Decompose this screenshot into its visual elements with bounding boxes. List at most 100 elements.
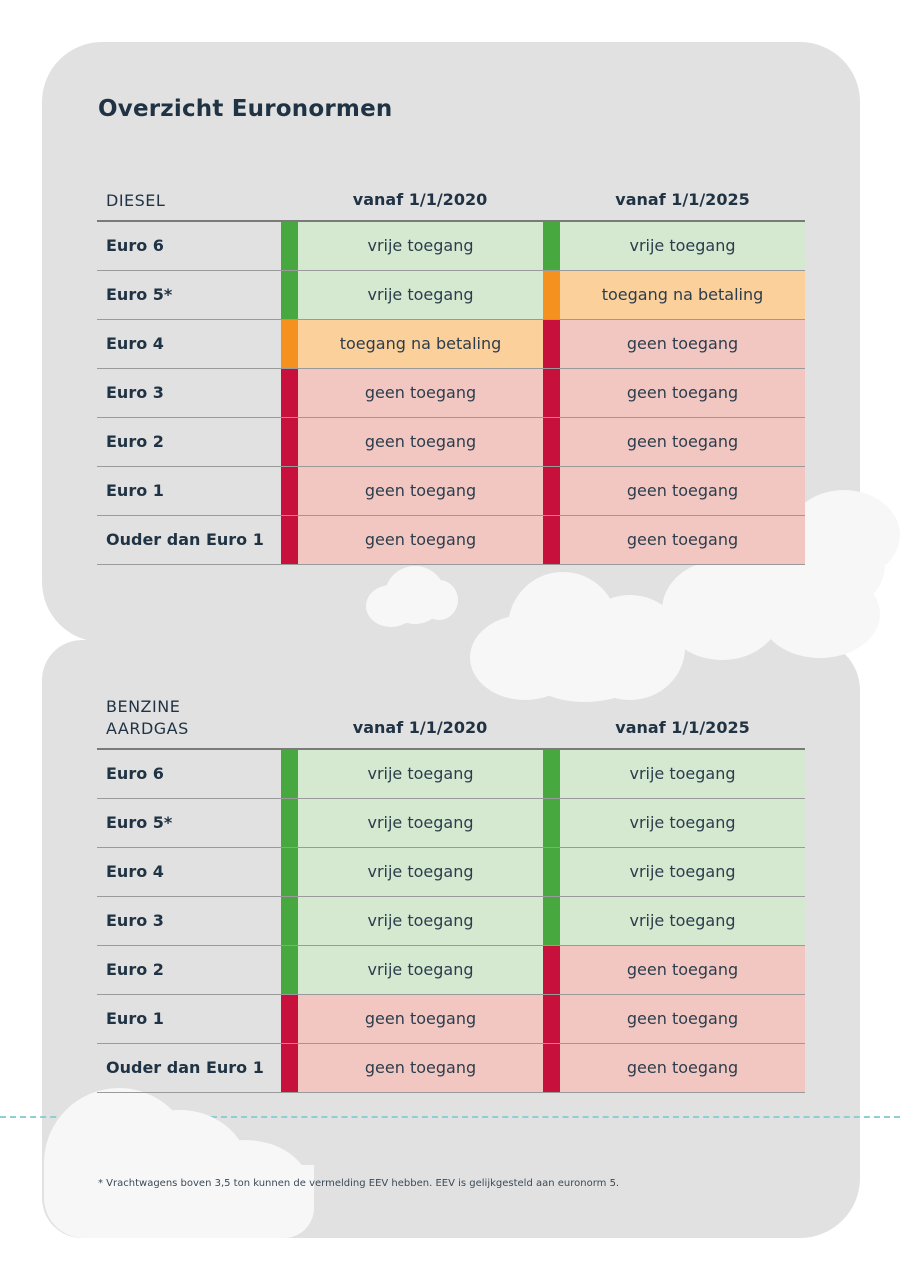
access-status-text: toegang na betaling [298, 320, 543, 368]
access-status-text: vrije toegang [298, 222, 543, 270]
column-header-2025: vanaf 1/1/2025 [615, 718, 750, 737]
table-row: Ouder dan Euro 1 geen toegang geen toegang [97, 1044, 805, 1093]
fuel-type-label: DIESEL [106, 191, 166, 210]
access-cell-2025: vrije toegang [543, 897, 805, 945]
table-row: Euro 1 geen toegang geen toegang [97, 995, 805, 1044]
access-status-text: geen toegang [560, 1044, 805, 1092]
access-cell-2025: vrije toegang [543, 222, 805, 270]
access-status-text: geen toegang [298, 1044, 543, 1092]
access-cell-2025: vrije toegang [543, 848, 805, 896]
access-cell-2025: vrije toegang [543, 799, 805, 847]
table-row: Euro 5* vrije toegang vrije toegang [97, 799, 805, 848]
table-header: DIESEL vanaf 1/1/2020 vanaf 1/1/2025 [97, 180, 805, 222]
access-cell-2020: geen toegang [281, 369, 543, 417]
euronorm-label: Euro 2 [106, 960, 164, 979]
access-cell-2020: vrije toegang [281, 848, 543, 896]
access-status-text: vrije toegang [560, 222, 805, 270]
status-color-bar [281, 995, 298, 1043]
status-color-bar [281, 320, 298, 368]
access-status-text: vrije toegang [560, 750, 805, 798]
access-status-text: geen toegang [560, 946, 805, 994]
page-title: Overzicht Euronormen [98, 96, 393, 122]
access-cell-2020: vrije toegang [281, 946, 543, 994]
access-status-text: vrije toegang [560, 799, 805, 847]
access-status-text: geen toegang [560, 516, 805, 564]
table-row: Ouder dan Euro 1 geen toegang geen toegang [97, 516, 805, 565]
footnote: * Vrachtwagens boven 3,5 ton kunnen de v… [98, 1178, 620, 1189]
euronorm-label: Ouder dan Euro 1 [106, 1058, 264, 1077]
access-status-text: vrije toegang [298, 750, 543, 798]
access-status-text: toegang na betaling [560, 271, 805, 319]
table-row: Euro 3 geen toegang geen toegang [97, 369, 805, 418]
access-status-text: vrije toegang [298, 848, 543, 896]
access-cell-2020: toegang na betaling [281, 320, 543, 368]
access-cell-2025: geen toegang [543, 418, 805, 466]
table-row: Euro 3 vrije toegang vrije toegang [97, 897, 805, 946]
status-color-bar [281, 799, 298, 847]
column-header-2020: vanaf 1/1/2020 [352, 190, 488, 209]
status-color-bar [543, 995, 560, 1043]
table-row: Euro 2 geen toegang geen toegang [97, 418, 805, 467]
euronorm-label: Ouder dan Euro 1 [106, 530, 264, 549]
fuel-type-label: BENZINE AARDGAS [106, 697, 189, 738]
access-cell-2025: toegang na betaling [543, 271, 805, 319]
access-status-text: vrije toegang [560, 897, 805, 945]
euronorm-label: Euro 4 [106, 862, 164, 881]
access-cell-2025: geen toegang [543, 1044, 805, 1092]
access-status-text: geen toegang [560, 320, 805, 368]
access-status-text: geen toegang [298, 418, 543, 466]
access-cell-2025: geen toegang [543, 467, 805, 515]
euronorm-label: Euro 5* [106, 813, 173, 832]
table-row: Euro 6 vrije toegang vrije toegang [97, 750, 805, 799]
status-color-bar [543, 750, 560, 798]
access-cell-2020: geen toegang [281, 1044, 543, 1092]
status-color-bar [543, 467, 560, 515]
access-cell-2020: geen toegang [281, 995, 543, 1043]
status-color-bar [281, 418, 298, 466]
access-status-text: geen toegang [560, 995, 805, 1043]
status-color-bar [281, 467, 298, 515]
status-color-bar [281, 897, 298, 945]
status-color-bar [281, 946, 298, 994]
dashed-divider [0, 1116, 900, 1118]
access-status-text: vrije toegang [298, 271, 543, 319]
status-color-bar [281, 271, 298, 319]
status-color-bar [281, 369, 298, 417]
access-cell-2020: vrije toegang [281, 799, 543, 847]
access-status-text: vrije toegang [298, 946, 543, 994]
access-status-text: geen toegang [560, 418, 805, 466]
euronorm-label: Euro 1 [106, 1009, 164, 1028]
access-cell-2025: geen toegang [543, 995, 805, 1043]
access-cell-2025: geen toegang [543, 946, 805, 994]
benzine-table: BENZINE AARDGAS vanaf 1/1/2020 vanaf 1/1… [97, 694, 805, 1093]
table-row: Euro 6 vrije toegang vrije toegang [97, 222, 805, 271]
access-status-text: vrije toegang [298, 799, 543, 847]
status-color-bar [281, 1044, 298, 1092]
access-cell-2020: geen toegang [281, 516, 543, 564]
column-header-2020: vanaf 1/1/2020 [352, 718, 488, 737]
status-color-bar [543, 946, 560, 994]
access-status-text: geen toegang [298, 467, 543, 515]
euronorm-label: Euro 3 [106, 383, 164, 402]
status-color-bar [543, 320, 560, 368]
status-color-bar [543, 848, 560, 896]
access-status-text: geen toegang [298, 995, 543, 1043]
status-color-bar [543, 418, 560, 466]
access-cell-2020: geen toegang [281, 467, 543, 515]
access-cell-2020: geen toegang [281, 418, 543, 466]
euronorm-label: Euro 2 [106, 432, 164, 451]
access-status-text: geen toegang [298, 369, 543, 417]
status-color-bar [281, 750, 298, 798]
table-row: Euro 4 vrije toegang vrije toegang [97, 848, 805, 897]
euronorm-label: Euro 4 [106, 334, 164, 353]
status-color-bar [543, 897, 560, 945]
status-color-bar [543, 1044, 560, 1092]
access-status-text: geen toegang [560, 467, 805, 515]
status-color-bar [543, 222, 560, 270]
access-cell-2025: geen toegang [543, 320, 805, 368]
access-cell-2020: vrije toegang [281, 271, 543, 319]
table-row: Euro 5* vrije toegang toegang na betaling [97, 271, 805, 320]
access-status-text: geen toegang [298, 516, 543, 564]
status-color-bar [543, 516, 560, 564]
access-status-text: vrije toegang [560, 848, 805, 896]
